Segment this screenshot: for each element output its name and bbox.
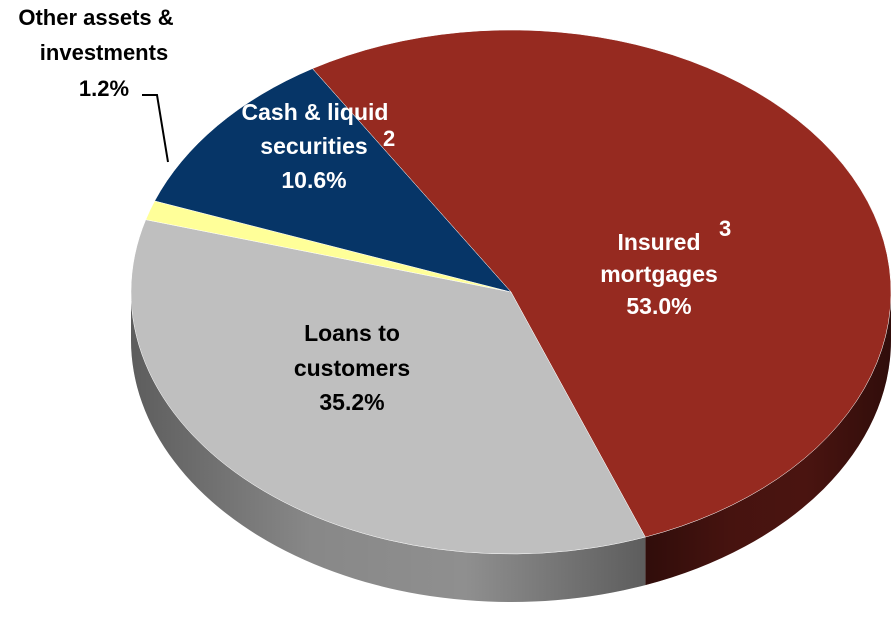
leader-line-other (142, 94, 169, 163)
slice-value-other: 1.2% (79, 76, 129, 101)
slice-footnote-insured: 3 (719, 216, 731, 241)
slice-label-cash-line2: securities (260, 133, 367, 159)
slice-label-other-line1: Other assets & (18, 5, 173, 30)
slice-label-cash-line1: Cash & liquid (242, 99, 389, 125)
slice-label-other-line2: investments (40, 40, 168, 65)
slice-side-shade-loans (131, 292, 646, 602)
slice-label-loans-line2: customers (294, 355, 410, 381)
slice-label-insured-line2: mortgages (600, 261, 718, 287)
slice-side-shade-insured (645, 292, 891, 586)
slice-value-insured: 53.0% (626, 293, 691, 319)
slice-footnote-cash: 2 (383, 126, 395, 151)
slice-insured (312, 29, 892, 538)
slice-loans (130, 219, 646, 555)
slice-cash (154, 68, 512, 293)
slice-label-loans-line1: Loans to (304, 320, 400, 346)
slice-value-cash: 10.6% (281, 167, 346, 193)
slice-label-insured-line1: Insured (617, 229, 700, 255)
slice-value-loans: 35.2% (319, 389, 384, 415)
